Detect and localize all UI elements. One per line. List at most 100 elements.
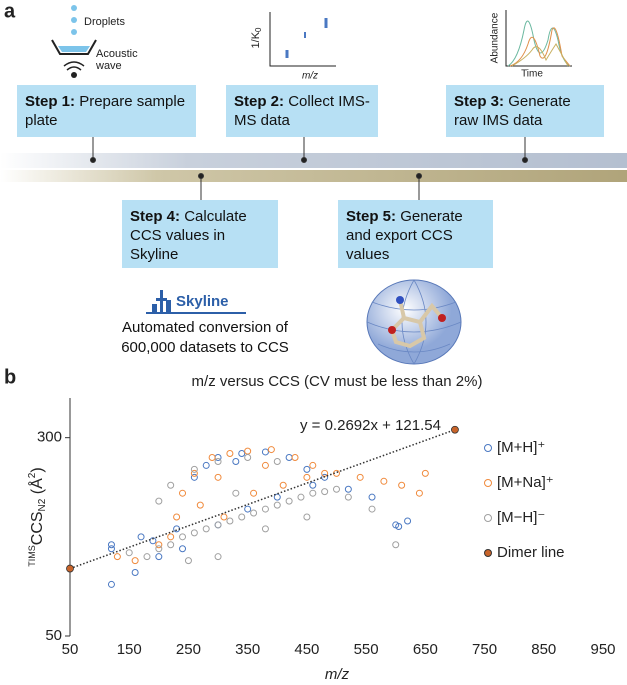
y-axis-label-part: TIMS bbox=[27, 545, 37, 567]
x-tick-label: 750 bbox=[472, 641, 497, 658]
scatter-point bbox=[190, 473, 198, 481]
x-tick-label: 150 bbox=[117, 641, 142, 658]
atom bbox=[438, 314, 446, 322]
scatter-point bbox=[291, 454, 299, 461]
mini-axes bbox=[269, 12, 336, 67]
scatter-point bbox=[250, 489, 258, 497]
legend-marker bbox=[484, 444, 492, 452]
scatter-point bbox=[368, 505, 376, 513]
scatter-point bbox=[261, 448, 269, 456]
timeline-bar bbox=[0, 153, 627, 168]
scatter-point bbox=[392, 541, 400, 549]
scatter-point bbox=[285, 454, 293, 461]
scatter-point bbox=[167, 541, 175, 549]
scatter-point bbox=[261, 525, 269, 533]
scatter-point bbox=[321, 473, 329, 481]
scatter-point bbox=[309, 489, 317, 497]
y-axis-label-part: N2 bbox=[37, 498, 48, 511]
legend-marker bbox=[484, 549, 492, 557]
scatter-point bbox=[179, 489, 187, 497]
icon-label: Time bbox=[521, 69, 543, 80]
scatter-point bbox=[214, 521, 222, 529]
scatter-point bbox=[250, 509, 258, 517]
y-axis-label-part: (Å bbox=[27, 478, 46, 499]
y-axis-label: TIMSCCSN2 (Å2) bbox=[27, 467, 48, 566]
scatter-point bbox=[149, 537, 157, 545]
scatter-point bbox=[190, 465, 198, 473]
step-label: Step 1: bbox=[25, 93, 76, 110]
scatter-point bbox=[273, 501, 281, 509]
scatter-point bbox=[398, 481, 406, 489]
scatter-point bbox=[202, 525, 210, 533]
scatter-point bbox=[309, 481, 317, 489]
scatter-point bbox=[107, 580, 115, 588]
step-text: Calculate CCS values in Skyline bbox=[130, 208, 247, 263]
scatter-point bbox=[214, 457, 222, 465]
dimer-point bbox=[66, 564, 74, 573]
scatter-point bbox=[131, 557, 139, 565]
scatter-point bbox=[368, 493, 376, 501]
scatter-point bbox=[125, 549, 133, 557]
atom bbox=[396, 296, 404, 304]
scatter-point bbox=[113, 553, 121, 561]
x-tick-label: 550 bbox=[354, 641, 379, 658]
scatter-point bbox=[395, 523, 403, 531]
step-label: Step 2: bbox=[234, 93, 285, 110]
scatter-point bbox=[202, 461, 210, 469]
chart-title: m/z versus CCS (CV must be less than 2%) bbox=[192, 373, 483, 390]
step-label: Step 3: bbox=[454, 93, 505, 110]
icon-label: 1/K0 bbox=[250, 27, 263, 49]
scatter-point bbox=[214, 473, 222, 481]
step-box: Step 3: Generate raw IMS data bbox=[446, 85, 604, 137]
icon-label: 0 bbox=[254, 27, 263, 32]
x-tick-label: 450 bbox=[294, 641, 319, 658]
icon-label: 1/K bbox=[250, 31, 262, 48]
step-box: Step 5: Generate and export CCS values bbox=[338, 200, 493, 268]
x-tick-label: 650 bbox=[413, 641, 438, 658]
scatter-point bbox=[309, 461, 317, 469]
scatter-point bbox=[244, 454, 252, 461]
scatter-point bbox=[143, 553, 151, 561]
scatter-point bbox=[303, 465, 311, 473]
scatter-point bbox=[107, 545, 115, 553]
step-text: Generate and export CCS values bbox=[346, 208, 463, 263]
timeline-bar bbox=[0, 170, 627, 182]
scatter-point bbox=[279, 481, 287, 489]
x-tick-label: 950 bbox=[590, 641, 615, 658]
y-tick-label: 50 bbox=[45, 627, 62, 644]
y-axis-label-part: ) bbox=[29, 467, 46, 472]
x-tick-label: 350 bbox=[235, 641, 260, 658]
atom bbox=[388, 326, 396, 334]
scatter-point bbox=[196, 501, 204, 509]
scatter-point bbox=[131, 569, 139, 577]
legend-label: [M+H]⁺ bbox=[497, 439, 545, 456]
scatter-point bbox=[238, 513, 246, 521]
scatter-point bbox=[261, 461, 269, 469]
skyline-text: Skyline bbox=[176, 293, 229, 310]
icon-label: m/z bbox=[302, 71, 318, 82]
scatter-point bbox=[155, 545, 163, 553]
scatter-point bbox=[267, 446, 275, 454]
step-box: Step 2: Collect IMS-MS data bbox=[226, 85, 378, 137]
scatter-point bbox=[167, 481, 175, 489]
scatter-point bbox=[208, 454, 216, 461]
legend-label: [M+Na]⁺ bbox=[497, 474, 554, 491]
scatter-point bbox=[344, 493, 352, 501]
scatter-point bbox=[421, 469, 429, 477]
y-axis-label-part: 2 bbox=[27, 472, 38, 478]
scatter-point bbox=[415, 489, 423, 497]
panel-label: b bbox=[4, 366, 16, 388]
scatter-point bbox=[244, 505, 252, 513]
scatter-point bbox=[226, 450, 234, 458]
scatter-point bbox=[333, 485, 340, 493]
droplet bbox=[71, 5, 77, 11]
dimer-point bbox=[451, 425, 459, 434]
scatter-point bbox=[107, 541, 115, 549]
scatter-point bbox=[244, 447, 252, 455]
step-box: Step 4: Calculate CCS values in Skyline bbox=[122, 200, 278, 268]
x-tick-label: 850 bbox=[531, 641, 556, 658]
x-axis-label: m/z bbox=[325, 666, 350, 683]
step-text: Prepare sample plate bbox=[25, 93, 186, 129]
step-box: Step 1: Prepare sample plate bbox=[17, 85, 196, 137]
